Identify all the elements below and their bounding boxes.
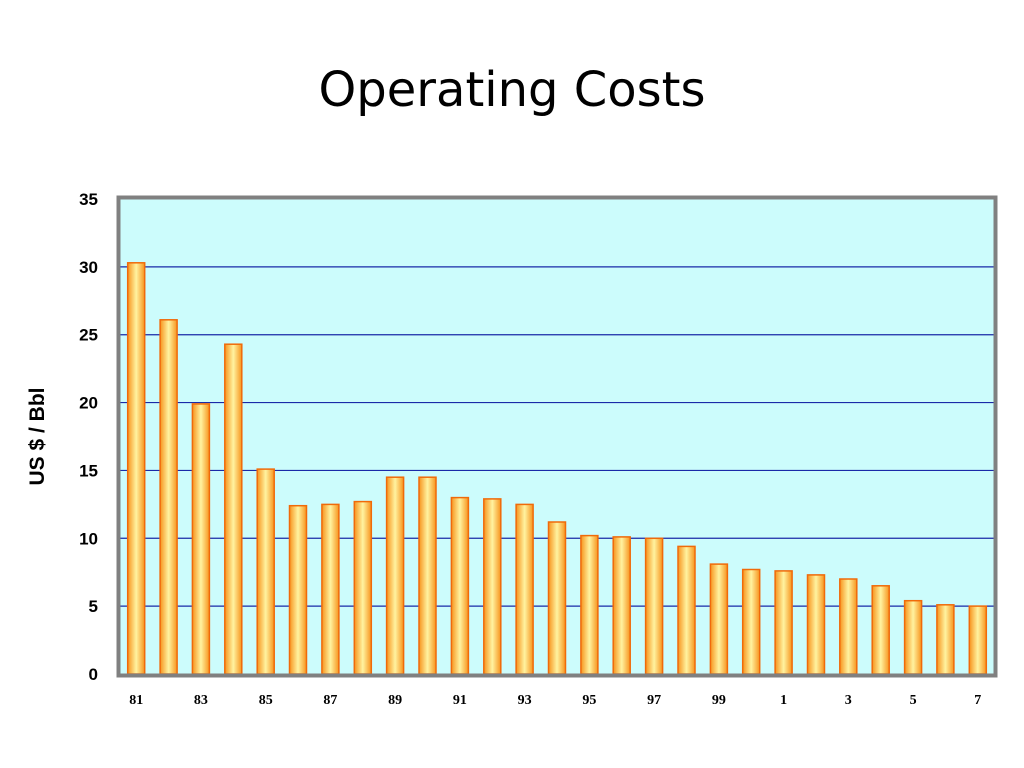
- x-tick-label: 3: [845, 693, 852, 708]
- bar-0: [741, 568, 761, 675]
- bars: [126, 262, 988, 675]
- x-tick-label: 83: [194, 693, 208, 708]
- bar-98: [677, 545, 696, 675]
- bar-93: [515, 503, 534, 675]
- x-axis-ticks: 81 83 85 87 89 91 93 95 97 99 1 3 5 7: [129, 693, 981, 708]
- y-tick-label: 10: [79, 529, 98, 548]
- bar-85: [256, 468, 275, 675]
- bar-5: [903, 599, 923, 675]
- bar-3: [839, 578, 858, 675]
- x-tick-label: 5: [910, 693, 917, 708]
- x-tick-label: 97: [647, 693, 661, 708]
- x-tick-label: 7: [974, 693, 981, 708]
- bar-6: [936, 604, 955, 675]
- x-tick-label: 1: [780, 693, 787, 708]
- bar-4: [871, 585, 890, 675]
- bar-82: [159, 319, 178, 675]
- bar-89: [385, 476, 405, 675]
- x-tick-label: 99: [712, 693, 726, 708]
- x-tick-label: 95: [582, 693, 596, 708]
- x-tick-label: 81: [129, 693, 143, 708]
- bar-2: [806, 574, 826, 675]
- bar-87: [321, 503, 340, 675]
- bar-91: [450, 496, 470, 675]
- bar-1: [774, 570, 793, 675]
- y-axis-title: US $ / Bbl: [26, 387, 49, 485]
- x-tick-label: 93: [518, 693, 532, 708]
- x-tick-label: 89: [388, 693, 402, 708]
- plot-frame: [116, 195, 998, 678]
- bar-88: [353, 500, 373, 675]
- bar-92: [483, 498, 502, 675]
- bar-84: [224, 343, 243, 675]
- y-axis-ticks: 0 5 10 15 20 25 30 35: [79, 190, 98, 684]
- y-tick-label: 25: [79, 326, 98, 345]
- y-tick-label: 30: [79, 258, 98, 277]
- y-tick-label: 35: [79, 190, 98, 209]
- bar-96: [612, 536, 631, 675]
- x-tick-label: 85: [259, 693, 273, 708]
- bar-86: [288, 504, 308, 675]
- bar-99: [709, 563, 729, 675]
- bar-95: [580, 534, 599, 675]
- bar-97: [644, 537, 664, 675]
- bar-7: [968, 605, 988, 675]
- bar-94: [547, 521, 567, 675]
- bar-81: [126, 262, 146, 675]
- y-tick-label: 15: [79, 461, 98, 480]
- y-tick-label: 20: [79, 394, 98, 413]
- x-tick-label: 91: [453, 693, 467, 708]
- y-tick-label: 0: [89, 665, 98, 684]
- bar-90: [418, 476, 437, 675]
- x-tick-label: 87: [323, 693, 337, 708]
- slide-title: Operating Costs: [318, 62, 706, 118]
- bar-83: [191, 403, 211, 675]
- y-tick-label: 5: [89, 597, 98, 616]
